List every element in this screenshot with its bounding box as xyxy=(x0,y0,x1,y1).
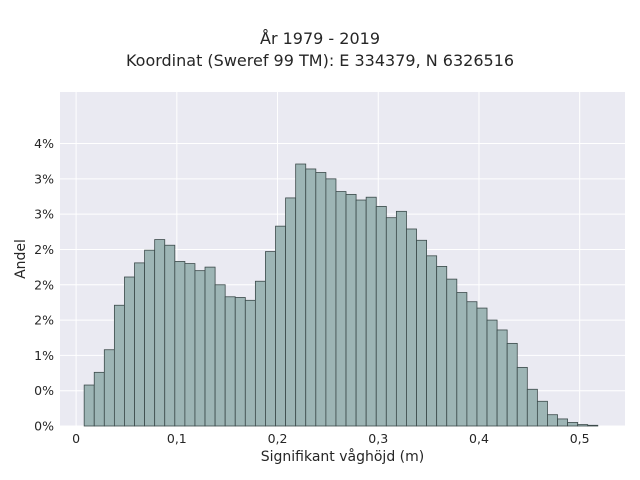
x-axis-ticks: 0 0,1 0,2 0,3 0,4 0,5 xyxy=(72,431,589,446)
x-tick-label: 0 xyxy=(72,431,80,446)
histogram-bar xyxy=(224,296,236,427)
histogram-bar xyxy=(174,261,186,427)
x-axis-label: Signifikant våghöjd (m) xyxy=(261,448,424,465)
y-tick-label: 2% xyxy=(34,313,54,328)
histogram-bar xyxy=(184,263,196,427)
x-tick-label: 0,5 xyxy=(570,431,590,446)
histogram-bar xyxy=(275,225,286,427)
histogram-bar xyxy=(385,217,397,427)
x-tick-label: 0,3 xyxy=(368,431,388,446)
histogram-bar xyxy=(375,205,387,427)
histogram-bar xyxy=(496,329,508,427)
histogram-bar xyxy=(516,366,528,427)
histogram-bar xyxy=(83,384,95,427)
y-tick-label: 0% xyxy=(34,383,54,398)
histogram-bar xyxy=(567,422,579,427)
histogram-bar xyxy=(154,239,166,427)
histogram-bar xyxy=(144,249,156,427)
histogram-bar xyxy=(416,239,427,427)
histogram-bar xyxy=(526,388,538,427)
histogram-bar xyxy=(295,163,307,427)
histogram-bar xyxy=(124,276,135,427)
y-tick-label: 2% xyxy=(34,277,54,292)
histogram-bar xyxy=(204,266,216,427)
histogram-bar xyxy=(134,262,145,427)
histogram-bar xyxy=(265,251,276,427)
histogram-bar xyxy=(426,255,438,427)
y-tick-label: 2% xyxy=(34,242,54,257)
histogram-bar xyxy=(486,319,498,427)
histogram-bar xyxy=(547,414,558,427)
histogram-bar xyxy=(214,284,226,427)
histogram-bar xyxy=(164,244,176,427)
histogram-bar xyxy=(103,349,115,427)
y-axis-label: Andel xyxy=(13,239,29,279)
histogram-bar xyxy=(345,193,357,427)
histogram-bar xyxy=(476,307,488,427)
x-tick-label: 0,2 xyxy=(268,431,288,446)
y-tick-label: 1% xyxy=(34,348,54,363)
histogram-bar xyxy=(456,292,468,427)
histogram-bar xyxy=(113,304,125,427)
histogram-bar xyxy=(254,280,266,427)
histogram-bar xyxy=(365,196,377,427)
histogram-bar xyxy=(244,299,256,427)
histogram-bar xyxy=(285,197,297,427)
y-tick-label: 3% xyxy=(34,207,54,222)
histogram-bar xyxy=(466,301,478,427)
histogram-bar xyxy=(93,371,105,427)
y-axis-ticks: 0% 0% 1% 2% 2% 2% 3% 3% 4% xyxy=(34,136,54,433)
histogram-bar xyxy=(406,228,417,427)
histogram-bar xyxy=(506,342,518,427)
histogram-bar xyxy=(395,210,407,427)
histogram-bar xyxy=(194,270,206,427)
histogram-bar xyxy=(305,168,317,427)
y-tick-label: 4% xyxy=(34,136,54,151)
histogram-bar xyxy=(536,400,548,427)
x-tick-label: 0,1 xyxy=(167,431,187,446)
y-tick-label: 0% xyxy=(34,419,54,434)
x-tick-label: 0,4 xyxy=(469,431,489,446)
histogram-bar xyxy=(335,191,347,427)
histogram-bar xyxy=(436,266,448,427)
histogram-bars xyxy=(83,163,599,427)
chart-title-line2: Koordinat (Sweref 99 TM): E 334379, N 63… xyxy=(125,51,515,70)
histogram-bar xyxy=(557,418,568,427)
histogram-bar xyxy=(355,199,367,427)
histogram-bar xyxy=(577,424,589,427)
histogram-bar xyxy=(446,278,458,427)
histogram-bar xyxy=(315,172,327,427)
chart-title-line1: År 1979 - 2019 xyxy=(260,29,380,48)
y-tick-label: 3% xyxy=(34,171,54,186)
histogram-bar xyxy=(234,297,246,427)
histogram-bar xyxy=(587,424,599,427)
histogram-bar xyxy=(325,178,337,427)
